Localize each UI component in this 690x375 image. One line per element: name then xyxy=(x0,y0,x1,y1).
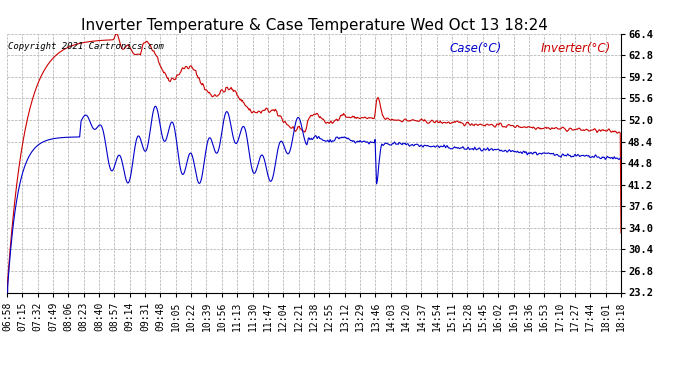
Text: Inverter(°C): Inverter(°C) xyxy=(541,42,611,54)
Title: Inverter Temperature & Case Temperature Wed Oct 13 18:24: Inverter Temperature & Case Temperature … xyxy=(81,18,547,33)
Text: Case(°C): Case(°C) xyxy=(449,42,502,54)
Text: Copyright 2021 Cartronics.com: Copyright 2021 Cartronics.com xyxy=(8,42,164,51)
